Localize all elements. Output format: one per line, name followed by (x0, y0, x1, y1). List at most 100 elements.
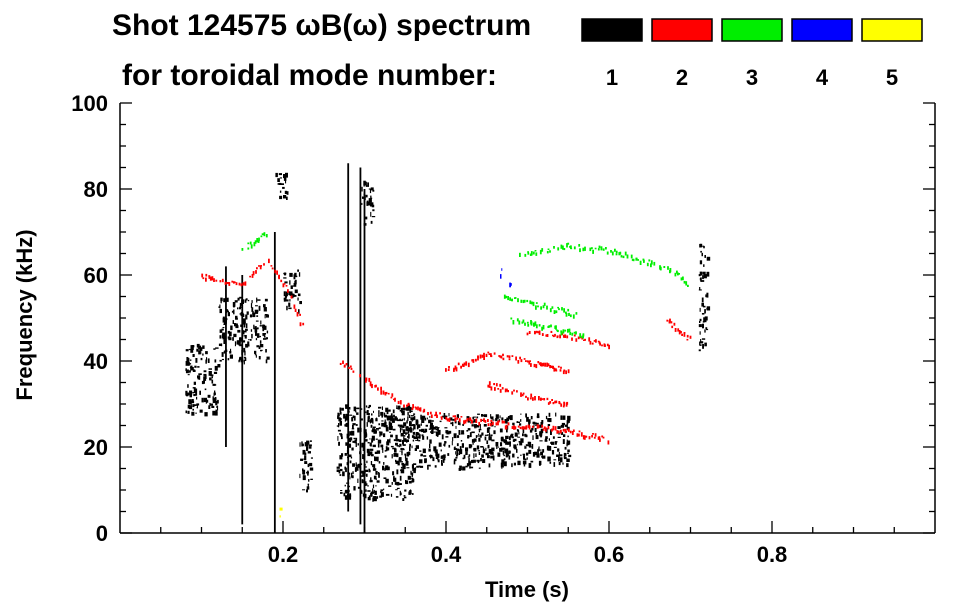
spectral-point (702, 275, 704, 280)
spectral-point (406, 420, 408, 424)
spectral-point (374, 456, 376, 461)
spectral-point (289, 272, 293, 277)
spectral-point (469, 444, 473, 448)
spectral-point (384, 414, 387, 418)
spectral-point (598, 245, 601, 249)
spectral-point (524, 458, 527, 461)
spectral-point (580, 336, 583, 338)
spectral-point (454, 365, 457, 370)
spectral-point (550, 441, 553, 444)
spectral-point (519, 426, 522, 430)
spectral-point (372, 189, 375, 192)
spectral-point (534, 321, 537, 326)
spectral-point (558, 402, 561, 405)
spectral-point (337, 436, 339, 441)
spectral-point (572, 314, 575, 319)
x-tick-label: 0.2 (268, 542, 299, 567)
spectral-point (540, 451, 543, 456)
spectral-point (203, 370, 207, 373)
spectral-point (190, 365, 193, 371)
spectral-point (706, 328, 709, 331)
spectral-point (552, 402, 555, 405)
spectral-point (538, 424, 542, 428)
spectral-point (704, 342, 707, 347)
spectral-point (237, 307, 239, 310)
spectral-point (478, 428, 482, 431)
spectral-point (594, 433, 597, 437)
spectral-point (706, 292, 709, 298)
spectral-point (364, 469, 368, 472)
spectral-point (526, 299, 529, 303)
spectral-point (299, 473, 301, 479)
spectral-point (507, 296, 509, 301)
spectral-point (243, 360, 245, 365)
spectral-point (242, 340, 246, 343)
spectral-point (502, 357, 505, 361)
spectral-point (500, 442, 503, 447)
spectral-point (530, 393, 533, 398)
spectral-point (201, 397, 204, 403)
spectral-point (701, 302, 704, 307)
spectral-point (560, 429, 562, 434)
spectral-point (436, 414, 438, 418)
spectral-point (680, 331, 682, 334)
spectral-point (399, 400, 402, 405)
spectral-point (191, 411, 195, 416)
spectral-point (300, 458, 304, 461)
spectral-point (240, 283, 243, 287)
spectral-point (412, 431, 416, 435)
spectral-point (701, 297, 704, 303)
spectral-point (659, 266, 662, 271)
spectral-point (531, 425, 534, 428)
spectral-point (196, 343, 200, 348)
spectral-point (286, 291, 288, 297)
spectral-point (519, 356, 521, 360)
spectral-point (400, 447, 403, 451)
spectral-point (405, 433, 407, 435)
spectral-point (523, 426, 525, 430)
spectral-point (667, 266, 669, 270)
spectral-point (551, 428, 553, 432)
spectral-point (340, 490, 343, 492)
spectral-point (492, 451, 494, 456)
spectral-point (386, 410, 389, 415)
spectral-point (261, 233, 264, 236)
feature-mode1-6 (397, 413, 489, 471)
spectral-point (499, 355, 502, 358)
spectral-point (663, 266, 666, 268)
spectral-point (380, 492, 384, 497)
spectral-point (488, 381, 491, 386)
spectral-point (522, 299, 525, 304)
spectral-point (549, 461, 552, 464)
spectral-point (522, 433, 524, 437)
spectral-point (552, 334, 554, 337)
spectral-point (401, 462, 405, 465)
spectral-point (293, 274, 296, 280)
spectral-point (366, 460, 368, 464)
spectral-point (463, 454, 466, 459)
spectral-point (407, 411, 409, 416)
spectral-point (338, 470, 341, 474)
spectral-point (354, 467, 357, 472)
spectral-point (392, 409, 395, 414)
spectral-point (241, 248, 244, 251)
spectral-point (213, 398, 217, 404)
spectral-point (699, 287, 701, 291)
spectral-point (500, 274, 502, 279)
spectral-point (514, 426, 517, 430)
spectral-point (224, 281, 227, 285)
spectral-point (515, 356, 517, 361)
spectral-point (526, 457, 528, 460)
spectral-point (549, 308, 552, 313)
spectral-point (527, 251, 529, 253)
spectral-point (233, 305, 235, 308)
spectral-point (601, 435, 604, 438)
spectral-point (396, 453, 399, 458)
spectral-point (606, 343, 609, 347)
spectral-point (357, 463, 361, 468)
spectral-point (339, 420, 342, 426)
spectral-point (193, 381, 196, 385)
spectral-point (399, 410, 402, 412)
spectral-point (580, 432, 583, 437)
spectral-point (432, 427, 435, 430)
